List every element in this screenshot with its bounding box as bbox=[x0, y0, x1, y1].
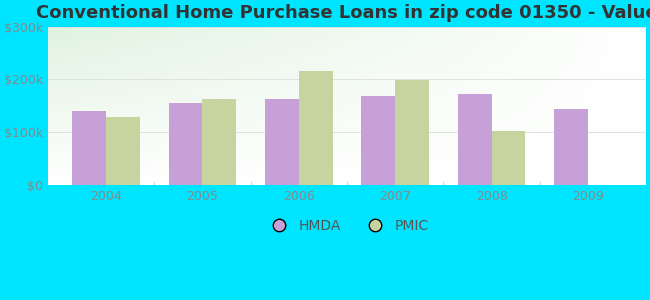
Bar bbox=[458, 94, 491, 185]
Bar bbox=[299, 71, 333, 185]
Bar bbox=[361, 96, 395, 185]
Bar bbox=[491, 130, 525, 185]
Bar bbox=[106, 117, 140, 185]
Bar bbox=[168, 103, 202, 185]
Bar bbox=[395, 80, 429, 185]
Legend: HMDA, PMIC: HMDA, PMIC bbox=[259, 213, 435, 238]
Bar bbox=[202, 99, 236, 185]
Title: Conventional Home Purchase Loans in zip code 01350 - Value: Conventional Home Purchase Loans in zip … bbox=[36, 4, 650, 22]
Bar bbox=[265, 99, 299, 185]
Bar bbox=[554, 110, 588, 185]
Bar bbox=[72, 111, 106, 185]
